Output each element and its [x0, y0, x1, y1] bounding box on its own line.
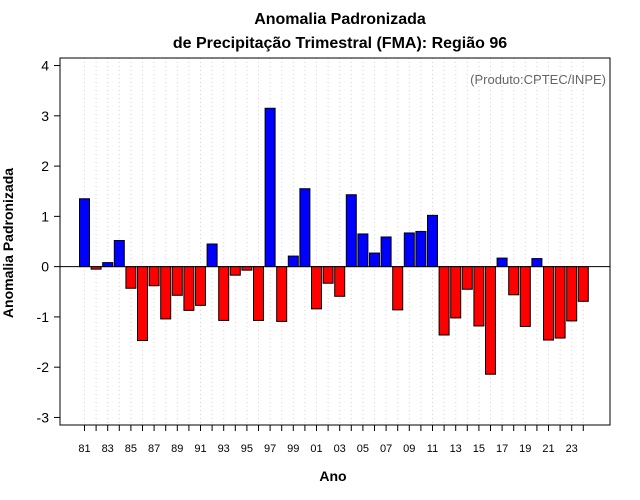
bar-2017	[496, 257, 508, 268]
x-axis-label: Ano	[319, 468, 346, 484]
y-axis-label: Anomalia Padronizada	[0, 168, 16, 318]
x-tick-label: 85	[125, 443, 137, 455]
chart-title-line-1: Anomalia Padronizada	[254, 11, 426, 28]
bar-1981	[79, 198, 90, 268]
bar-1986	[137, 266, 148, 342]
bar-2014	[461, 266, 473, 290]
bar-2006	[369, 252, 380, 268]
y-tick-label: -3	[37, 409, 50, 425]
x-tick-label: 13	[450, 443, 462, 455]
bar-2019	[519, 266, 531, 327]
x-tick-label: 11	[427, 443, 438, 455]
bar-1997	[264, 107, 276, 268]
bar-1994	[229, 266, 241, 276]
bar-2004	[345, 194, 357, 268]
x-tick-label: 03	[334, 443, 346, 455]
bar-1990	[183, 266, 195, 311]
bar-1989	[171, 266, 183, 296]
bar-1984	[113, 239, 125, 268]
chart-title-line-2: de Precipitação Trimestral (FMA): Região…	[173, 35, 507, 52]
bar-1999	[287, 255, 299, 268]
bar-1992	[206, 243, 218, 268]
bar-2005	[357, 233, 369, 268]
plot-frame	[59, 57, 611, 426]
bar-2007	[380, 236, 392, 268]
bar-2013	[450, 266, 462, 319]
bar-1987	[148, 266, 160, 287]
y-tick-label: 0	[41, 259, 49, 275]
y-tick-label: 3	[41, 108, 49, 124]
x-axis: 81 83 85 87 89 91 93 95 97 99 01 03 05 07 09 11 13 15 17 19…	[78, 425, 584, 455]
bar-2024	[577, 266, 589, 302]
bar-2012	[438, 266, 450, 336]
bar-1985	[125, 266, 137, 289]
bar-2003	[334, 266, 346, 297]
bar-1998	[276, 266, 288, 322]
x-tick-label: 87	[148, 443, 160, 455]
bar-1995	[241, 266, 253, 271]
x-tick-label: 89	[171, 443, 183, 455]
bar-2015	[473, 266, 485, 327]
y-tick-label: 4	[41, 58, 49, 74]
bar-2001	[311, 266, 322, 310]
x-tick-label: 07	[380, 443, 392, 455]
x-tick-label: 21	[542, 443, 554, 455]
bar-2000	[299, 188, 311, 268]
x-tick-label: 97	[264, 443, 276, 455]
x-tick-label: 09	[403, 443, 415, 455]
y-tick-label: 1	[41, 208, 49, 224]
x-tick-label: 15	[473, 443, 485, 455]
bar-1988	[160, 266, 172, 320]
bar-1991	[195, 266, 206, 306]
bar-2009	[403, 232, 415, 268]
y-tick-label: -2	[37, 359, 50, 375]
x-tick-label: 95	[241, 443, 253, 455]
bar-2021	[543, 266, 554, 341]
x-tick-label: 01	[310, 443, 322, 455]
bars	[79, 107, 589, 375]
source-annotation: (Produto:CPTEC/INPE)	[470, 72, 606, 87]
bar-2022	[554, 266, 566, 339]
y-tick-label: 2	[41, 158, 49, 174]
bar-1993	[218, 266, 230, 321]
bar-2020	[531, 258, 543, 268]
x-tick-label: 19	[519, 443, 531, 455]
x-tick-label: 05	[357, 443, 369, 455]
x-tick-label: 23	[566, 443, 578, 455]
x-tick-label: 93	[218, 443, 230, 455]
x-tick-label: 99	[287, 443, 299, 455]
bar-2008	[392, 266, 404, 311]
bar-2010	[415, 230, 427, 268]
grid	[84, 58, 584, 425]
bar-1996	[253, 266, 264, 321]
bar-1983	[102, 262, 114, 268]
bar-2023	[566, 266, 578, 322]
y-tick-label: -1	[37, 309, 50, 325]
y-axis: -3 -2 -1 0 1 2 3 4	[37, 58, 60, 425]
x-tick-label: 17	[496, 443, 508, 455]
bar-2002	[322, 266, 334, 284]
bar-2011	[427, 214, 438, 268]
x-tick-label: 83	[102, 443, 114, 455]
x-tick-label: 91	[194, 443, 206, 455]
bar-2018	[508, 266, 520, 296]
x-tick-label: 81	[78, 443, 90, 455]
bar-2016	[485, 266, 496, 375]
